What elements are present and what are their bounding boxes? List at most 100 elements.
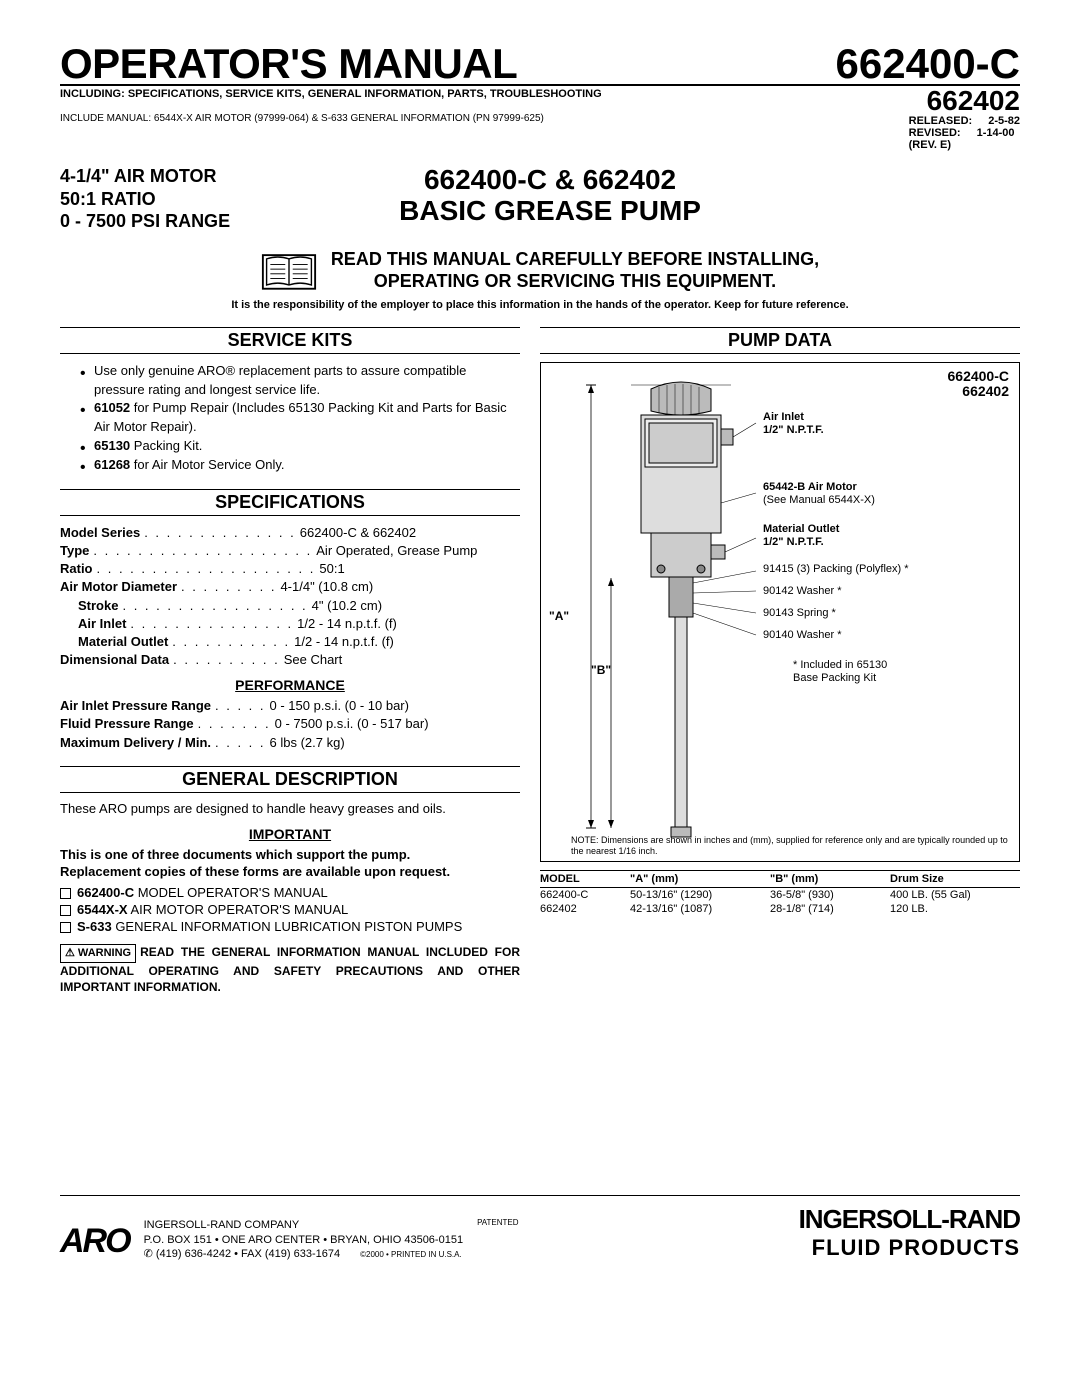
left-column: SERVICE KITS Use only genuine ARO® repla… <box>60 327 520 995</box>
pump-data-heading: PUMP DATA <box>540 327 1020 354</box>
service-kit-item: 61268 for Air Motor Service Only. <box>80 456 520 475</box>
doc-list-item: S-633 GENERAL INFORMATION LUBRICATION PI… <box>60 919 520 934</box>
callout-packing: 91415 (3) Packing (Polyflex) * <box>763 563 909 576</box>
company-addr: P.O. BOX 151 • ONE ARO CENTER • BRYAN, O… <box>144 1233 464 1247</box>
doc-list: 662400-C MODEL OPERATOR'S MANUAL 6544X-X … <box>60 885 520 934</box>
checkbox-icon <box>60 888 71 899</box>
doc-list-item: 662400-C MODEL OPERATOR'S MANUAL <box>60 885 520 900</box>
footer-left: ARO INGERSOLL-RAND COMPANY P.O. BOX 151 … <box>60 1218 519 1261</box>
header-grid: 4-1/4" AIR MOTOR 50:1 RATIO 0 - 7500 PSI… <box>60 165 1020 233</box>
product-models: 662400-C & 662402 <box>399 165 701 196</box>
callout-text: 1/2" N.P.T.F. <box>763 424 824 436</box>
spec-row: Air Motor Diameter . . . . . . . . .4-1/… <box>60 578 520 596</box>
revised-date: 1-14-00 <box>977 127 1015 139</box>
perf-table: Air Inlet Pressure Range . . . . .0 - 15… <box>60 697 520 752</box>
read-warning-text: READ THIS MANUAL CAREFULLY BEFORE INSTAL… <box>331 249 819 292</box>
spec-line: 4-1/4" AIR MOTOR <box>60 165 230 188</box>
ingersoll-rand-logo: INGERSOLL-RAND <box>799 1204 1020 1235</box>
th-a: "A" (mm) <box>630 873 770 885</box>
spec-row: Ratio. . . . . . . . . . . . . . . . . .… <box>60 560 520 578</box>
warning-line: READ THIS MANUAL CAREFULLY BEFORE INSTAL… <box>331 249 819 271</box>
warning-paragraph: ⚠ WARNINGREAD THE GENERAL INFORMATION MA… <box>60 944 520 995</box>
responsibility-note: It is the responsibility of the employer… <box>60 299 1020 311</box>
released-label: RELEASED: <box>909 115 973 127</box>
spec-row: Air Inlet . . . . . . . . . . . . . . .1… <box>60 615 520 633</box>
read-warning-row: READ THIS MANUAL CAREFULLY BEFORE INSTAL… <box>60 249 1020 293</box>
spec-row: Air Inlet Pressure Range . . . . .0 - 15… <box>60 697 520 715</box>
callout-material-outlet: Material Outlet 1/2" N.P.T.F. <box>763 523 839 549</box>
spec-row: Material Outlet . . . . . . . . . . .1/2… <box>60 633 520 651</box>
th-model: MODEL <box>540 873 630 885</box>
part-number-main: 662400-C <box>836 40 1020 88</box>
footer-address: INGERSOLL-RAND COMPANY P.O. BOX 151 • ON… <box>144 1218 464 1261</box>
warning-badge: ⚠ WARNING <box>60 944 136 963</box>
important-heading: IMPORTANT <box>60 826 520 842</box>
diagram-title-line: 662400-C <box>948 369 1010 384</box>
kit-note-line: * Included in 65130 <box>793 659 887 671</box>
spec-line: 0 - 7500 PSI RANGE <box>60 210 230 233</box>
manual-title: OPERATOR'S MANUAL <box>60 40 517 88</box>
callout-washer2: 90140 Washer * <box>763 629 841 642</box>
th-b: "B" (mm) <box>770 873 890 885</box>
specs-summary: 4-1/4" AIR MOTOR 50:1 RATIO 0 - 7500 PSI… <box>60 165 230 233</box>
diagram-note: NOTE: Dimensions are shown in inches and… <box>571 835 1009 857</box>
callout-text: Material Outlet <box>763 523 839 535</box>
dim-a-label: "A" <box>549 609 569 623</box>
product-title: 662400-C & 662402 BASIC GREASE PUMP <box>399 165 701 227</box>
callout-air-inlet: Air Inlet 1/2" N.P.T.F. <box>763 411 824 437</box>
kit-note-line: Base Packing Kit <box>793 672 876 684</box>
performance-heading: PERFORMANCE <box>60 677 520 693</box>
callout-spring: 90143 Spring * <box>763 607 836 620</box>
table-row: 662400-C50-13/16" (1290)36-5/8" (930)400… <box>540 888 1020 902</box>
service-kit-item: 61052 for Pump Repair (Includes 65130 Pa… <box>80 399 520 437</box>
checkbox-icon <box>60 922 71 933</box>
fluid-products-label: FLUID PRODUCTS <box>799 1235 1020 1261</box>
footer-right: INGERSOLL-RAND FLUID PRODUCTS <box>799 1204 1020 1261</box>
right-column: PUMP DATA 662400-C 662402 <box>540 327 1020 995</box>
table-row: 66240242-13/16" (1087)28-1/8" (714)120 L… <box>540 902 1020 916</box>
dimension-table: MODEL "A" (mm) "B" (mm) Drum Size 662400… <box>540 870 1020 916</box>
company-name: INGERSOLL-RAND COMPANY <box>144 1218 464 1232</box>
spec-row: Fluid Pressure Range . . . . . . .0 - 75… <box>60 715 520 733</box>
table-header: MODEL "A" (mm) "B" (mm) Drum Size <box>540 870 1020 888</box>
subtitle-row: INCLUDING: SPECIFICATIONS, SERVICE KITS,… <box>60 88 1020 113</box>
callout-text: (See Manual 6544X-X) <box>763 494 875 506</box>
main-columns: SERVICE KITS Use only genuine ARO® repla… <box>60 327 1020 995</box>
important-block: This is one of three documents which sup… <box>60 846 520 881</box>
copyright: ©2000 • PRINTED IN U.S.A. <box>360 1250 462 1260</box>
product-name: BASIC GREASE PUMP <box>399 196 701 227</box>
release-block: RELEASED:2-5-82 REVISED:1-14-00 (REV. E) <box>909 115 1020 151</box>
diagram-title-line: 662402 <box>948 384 1010 399</box>
include-manual: INCLUDE MANUAL: 6544X-X AIR MOTOR (97999… <box>60 113 544 124</box>
important-line: This is one of three documents which sup… <box>60 846 520 864</box>
callout-text: 1/2" N.P.T.F. <box>763 536 824 548</box>
service-kit-item: 65130 Packing Kit. <box>80 437 520 456</box>
checkbox-icon <box>60 905 71 916</box>
specifications-heading: SPECIFICATIONS <box>60 489 520 516</box>
service-kits-list: Use only genuine ARO® replacement parts … <box>60 362 520 475</box>
warning-line: OPERATING OR SERVICING THIS EQUIPMENT. <box>331 271 819 293</box>
th-drum: Drum Size <box>890 873 1020 885</box>
doc-list-item: 6544X-X AIR MOTOR OPERATOR'S MANUAL <box>60 902 520 917</box>
header-row: OPERATOR'S MANUAL 662400-C <box>60 40 1020 88</box>
aro-logo: ARO <box>60 1222 130 1261</box>
spec-table: Model Series. . . . . . . . . . . . . .6… <box>60 524 520 670</box>
patented-label: PATENTED <box>477 1218 518 1227</box>
subtitle: INCLUDING: SPECIFICATIONS, SERVICE KITS,… <box>60 88 602 113</box>
manual-icon <box>261 249 317 293</box>
spec-row: Stroke. . . . . . . . . . . . . . . . .4… <box>60 597 520 615</box>
spec-row: Type . . . . . . . . . . . . . . . . . .… <box>60 542 520 560</box>
callout-washer1: 90142 Washer * <box>763 585 841 598</box>
important-line: Replacement copies of these forms are av… <box>60 863 520 881</box>
revised-label: REVISED: <box>909 127 961 139</box>
rev-letter: (REV. E) <box>909 139 951 151</box>
callout-text: Air Inlet <box>763 411 804 423</box>
general-text: These ARO pumps are designed to handle h… <box>60 801 520 816</box>
general-heading: GENERAL DESCRIPTION <box>60 766 520 793</box>
service-kits-heading: SERVICE KITS <box>60 327 520 354</box>
pump-diagram-box: 662400-C 662402 <box>540 362 1020 862</box>
pump-diagram-svg <box>571 373 771 843</box>
service-kit-item: Use only genuine ARO® replacement parts … <box>80 362 520 400</box>
dim-b-label: "B" <box>591 663 611 677</box>
diagram-model-title: 662400-C 662402 <box>948 369 1010 400</box>
